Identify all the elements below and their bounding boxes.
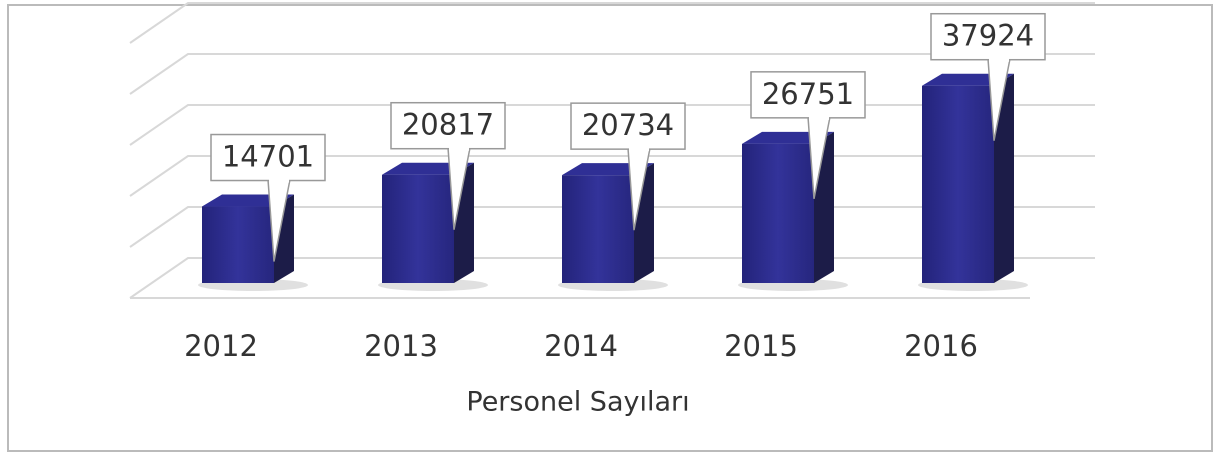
bar xyxy=(562,175,634,283)
label-box xyxy=(210,133,326,182)
label-pointer xyxy=(987,58,1011,141)
x-tick-label: 2012 xyxy=(184,329,258,363)
label-gap xyxy=(449,146,469,151)
label-gap xyxy=(989,57,1009,62)
x-axis-title: Personel Sayıları xyxy=(466,387,689,418)
label-pointer xyxy=(807,116,831,199)
data-label: 37924 xyxy=(942,19,1034,53)
x-tick-label: 2016 xyxy=(904,329,978,363)
data-label: 20817 xyxy=(402,108,494,142)
x-tick-label: 2014 xyxy=(544,329,618,363)
label-box xyxy=(570,102,686,150)
data-label: 26751 xyxy=(762,77,854,111)
data-label: 20734 xyxy=(582,108,674,142)
label-box xyxy=(750,71,866,119)
label-pointer xyxy=(267,179,291,262)
label-gap xyxy=(629,147,649,152)
label-box xyxy=(930,12,1046,61)
bar xyxy=(742,143,814,283)
x-tick-label: 2013 xyxy=(364,329,438,363)
grid-line xyxy=(129,53,1095,95)
label-gap xyxy=(809,115,829,120)
bar-side xyxy=(994,73,1014,283)
x-tick-label: 2015 xyxy=(724,329,798,363)
label-pointer xyxy=(447,147,471,230)
grid-line xyxy=(129,2,1095,44)
bar xyxy=(382,174,454,283)
label-pointer xyxy=(627,147,651,231)
data-label: 14701 xyxy=(222,140,314,174)
bar xyxy=(202,206,274,283)
label-box xyxy=(390,101,506,150)
bar xyxy=(922,85,994,283)
label-gap xyxy=(269,178,289,183)
